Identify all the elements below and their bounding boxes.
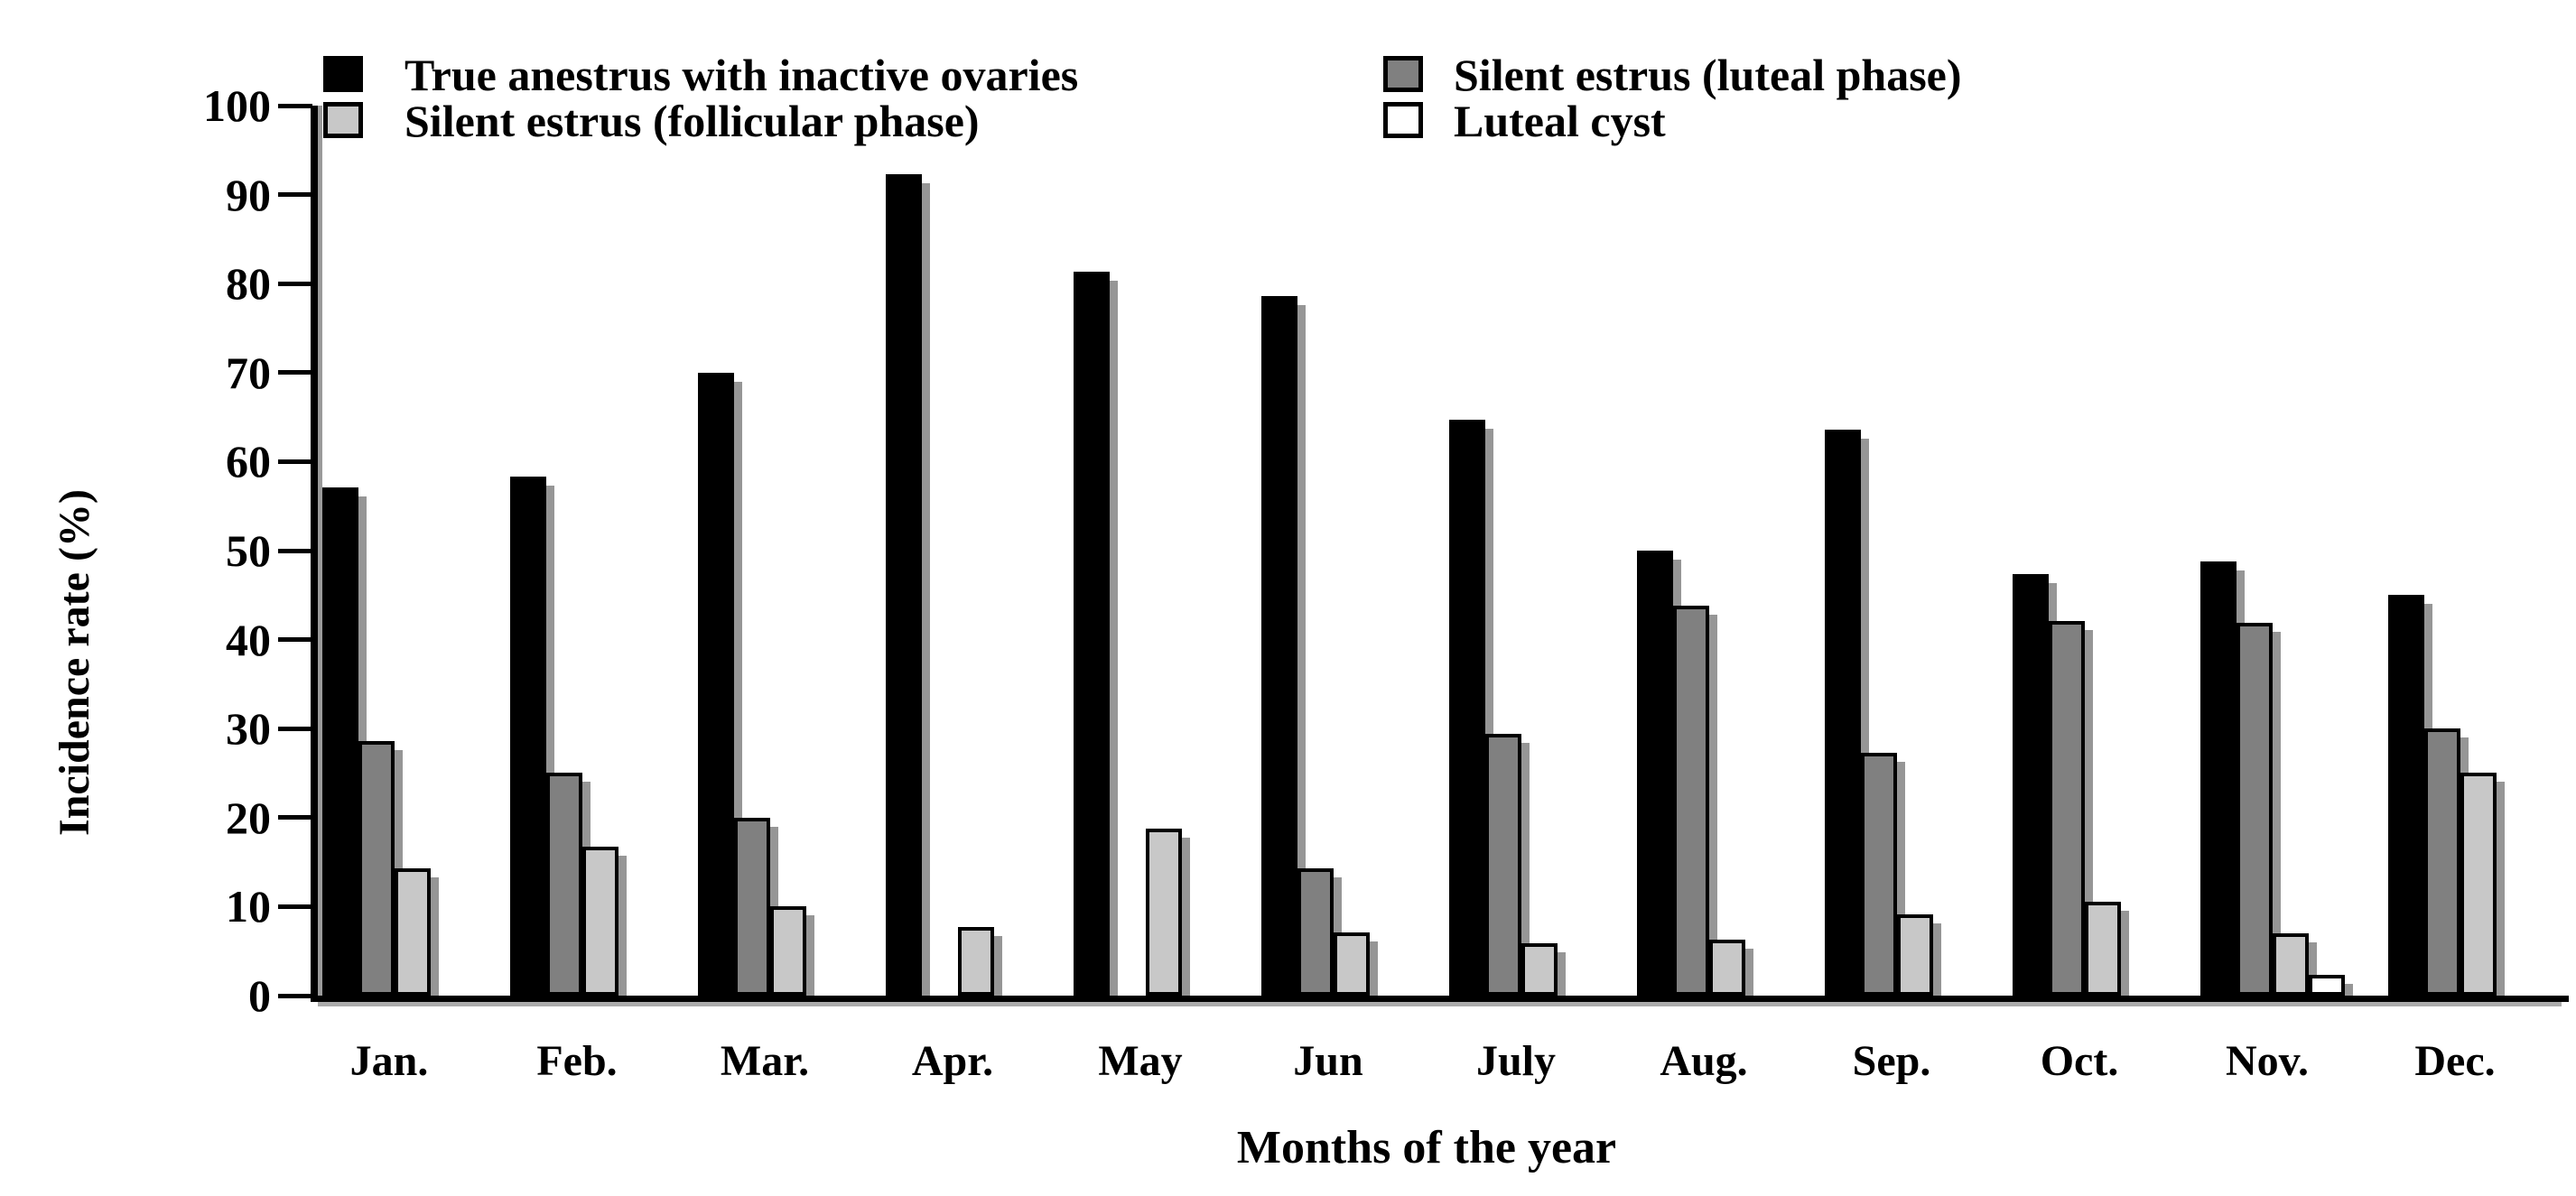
legend-label-silent-estrus-follicular: Silent estrus (follicular phase)	[405, 96, 980, 146]
bar	[1825, 430, 1861, 996]
bar	[1261, 296, 1297, 996]
x-axis-title: Months of the year	[1236, 1122, 1617, 1173]
bar	[358, 741, 395, 996]
bar	[2200, 561, 2237, 996]
bar	[958, 927, 994, 996]
x-tick-label: Dec.	[2414, 1037, 2496, 1085]
y-axis-title: Incidence rate (%)	[51, 489, 98, 836]
bar	[2049, 621, 2085, 996]
y-tick-label: 90	[226, 169, 271, 220]
bar	[2085, 902, 2121, 996]
y-tick-label: 60	[226, 436, 271, 487]
y-tick	[278, 103, 312, 108]
bar	[1146, 829, 1182, 996]
bar	[698, 373, 734, 996]
x-tick-label: Feb.	[536, 1037, 618, 1085]
y-tick	[278, 637, 312, 643]
bar	[886, 174, 922, 996]
x-tick-label: Sep.	[1852, 1037, 1931, 1085]
bar	[395, 868, 431, 996]
y-axis-shadow	[318, 106, 322, 996]
y-tick-label: 0	[248, 970, 271, 1021]
y-tick-label: 20	[226, 792, 271, 843]
y-tick-label: 70	[226, 347, 271, 398]
x-tick-label: May	[1098, 1037, 1183, 1085]
bar	[2273, 933, 2309, 996]
bar	[2237, 623, 2273, 996]
bar	[734, 818, 770, 996]
x-tick-label: Aug.	[1660, 1037, 1748, 1085]
y-tick	[278, 815, 312, 821]
bar	[2388, 595, 2424, 996]
y-tick	[278, 459, 312, 464]
x-tick-label: Apr.	[911, 1037, 994, 1085]
legend-marker-luteal-cyst-icon	[1383, 102, 1423, 138]
legend-marker-silent-estrus-luteal-icon	[1383, 56, 1423, 92]
bar	[1897, 914, 1933, 996]
y-tick	[278, 370, 312, 375]
bar	[1861, 753, 1897, 996]
bar	[1709, 940, 1745, 996]
bar	[322, 487, 358, 996]
y-tick-label: 80	[226, 258, 271, 310]
bar	[2309, 975, 2345, 996]
bar	[1637, 551, 1673, 996]
x-tick-label: Nov.	[2225, 1037, 2309, 1085]
bar	[1074, 272, 1110, 996]
legend-marker-true-anestrus-icon	[323, 56, 363, 92]
bar	[1449, 420, 1485, 996]
y-tick-label: 30	[226, 703, 271, 755]
legend-label-luteal-cyst: Luteal cyst	[1454, 96, 1666, 146]
legend-label-silent-estrus-luteal: Silent estrus (luteal phase)	[1454, 50, 1962, 100]
bar	[582, 847, 618, 996]
bar	[2013, 574, 2049, 996]
legend-label-true-anestrus: True anestrus with inactive ovaries	[405, 50, 1079, 100]
y-tick	[278, 904, 312, 909]
bar	[510, 477, 546, 996]
y-tick	[278, 192, 312, 198]
bar	[770, 906, 806, 996]
y-tick	[278, 993, 312, 998]
x-tick-label: Oct.	[2040, 1037, 2119, 1085]
bar	[1297, 868, 1334, 996]
bar	[546, 773, 582, 996]
bar	[1521, 943, 1558, 996]
x-tick-label: Jan.	[349, 1037, 429, 1085]
x-axis-shadow	[318, 1002, 2562, 1006]
y-tick-label: 50	[226, 525, 271, 576]
x-tick-label: July	[1475, 1037, 1557, 1085]
x-tick-label: Mar.	[720, 1037, 810, 1085]
bar	[2460, 773, 2497, 996]
y-tick-label: 40	[226, 614, 271, 665]
bar	[2424, 728, 2460, 996]
legend-marker-silent-estrus-follicular-icon	[323, 102, 363, 138]
bar	[1334, 932, 1370, 996]
x-tick-label: Jun	[1293, 1037, 1363, 1085]
y-tick-label: 100	[203, 80, 271, 131]
y-tick	[278, 548, 312, 553]
bar	[1673, 606, 1709, 996]
plot-area	[311, 106, 2569, 1002]
y-tick-label: 10	[226, 881, 271, 932]
y-tick	[278, 726, 312, 731]
y-tick	[278, 281, 312, 286]
bar	[1485, 734, 1521, 996]
